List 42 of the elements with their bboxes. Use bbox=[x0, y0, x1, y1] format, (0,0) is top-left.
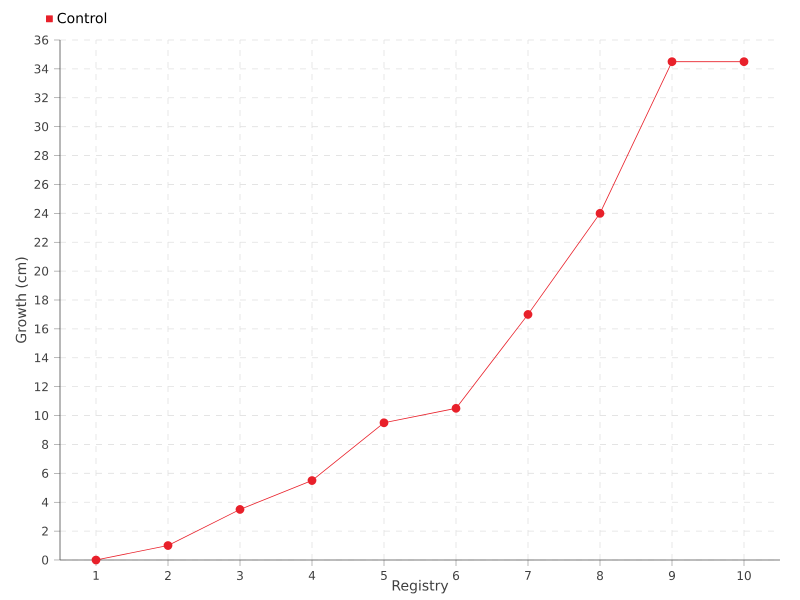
y-tick-label: 26 bbox=[34, 180, 48, 189]
x-tick-label: 5 bbox=[381, 571, 387, 580]
y-tick-label: 34 bbox=[34, 64, 48, 74]
y-tick-label: 18 bbox=[34, 295, 48, 305]
x-tick-label: 8 bbox=[596, 571, 603, 580]
y-axis-title: Growth (cm) bbox=[15, 258, 28, 343]
x-tick-label: 7 bbox=[525, 571, 531, 580]
y-tick-label: 4 bbox=[42, 498, 48, 507]
point bbox=[164, 541, 172, 550]
point bbox=[236, 505, 244, 514]
y-tick-label: 20 bbox=[34, 266, 48, 276]
x-tick-label: 3 bbox=[237, 571, 243, 580]
point bbox=[380, 418, 388, 428]
x-tick-label: 6 bbox=[453, 571, 460, 580]
y-tick-label: 16 bbox=[34, 324, 48, 334]
point bbox=[740, 57, 748, 66]
y-tick-label: 28 bbox=[34, 151, 48, 160]
y-tick-label: 0 bbox=[42, 555, 48, 565]
y-tick-label: 24 bbox=[34, 208, 48, 218]
y-tick-label: 6 bbox=[42, 468, 48, 478]
point bbox=[596, 208, 604, 218]
point bbox=[308, 476, 316, 485]
y-tick-label: 12 bbox=[34, 382, 48, 392]
point bbox=[452, 404, 460, 413]
x-tick-label: 2 bbox=[165, 571, 171, 580]
x-tick-label: 9 bbox=[668, 571, 675, 580]
y-tick-label: 2 bbox=[42, 526, 48, 536]
legend-label: Control bbox=[58, 12, 106, 24]
point bbox=[668, 57, 676, 66]
y-tick-label: 36 bbox=[34, 35, 48, 45]
x-axis-title: Registry bbox=[392, 580, 448, 594]
y-tick-label: 32 bbox=[34, 93, 48, 102]
y-tick-label: 8 bbox=[42, 440, 48, 449]
x-tick-label: 10 bbox=[738, 571, 751, 580]
x-tick-label: 1 bbox=[94, 571, 99, 580]
y-tick-label: 10 bbox=[34, 411, 48, 420]
y-tick-label: 22 bbox=[34, 238, 48, 247]
point bbox=[524, 310, 532, 319]
x-tick-label: 4 bbox=[308, 571, 316, 580]
y-tick-label: 30 bbox=[34, 122, 48, 132]
y-tick-label: 14 bbox=[34, 353, 48, 362]
point bbox=[92, 556, 100, 564]
